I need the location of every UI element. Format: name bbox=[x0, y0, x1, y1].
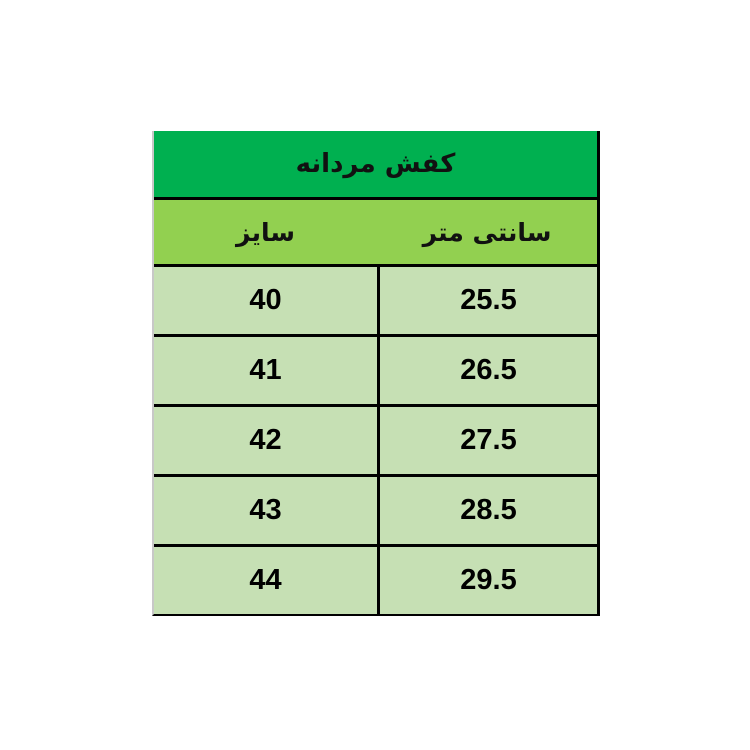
cell-cm: 28.5 bbox=[377, 477, 597, 544]
size-chart-table: کفش مردانه سانتی متر سایز 25.5 40 26.5 4… bbox=[152, 131, 600, 616]
cell-size: 42 bbox=[249, 424, 282, 456]
cell-size: 43 bbox=[249, 494, 282, 526]
cell-size: 41 bbox=[249, 354, 282, 386]
cell-cm: 27.5 bbox=[377, 407, 597, 474]
header-cm: سانتی متر bbox=[422, 217, 552, 247]
table-row: 28.5 43 bbox=[154, 477, 597, 547]
table-title: کفش مردانه bbox=[154, 131, 597, 200]
cell-size: 44 bbox=[249, 564, 282, 596]
table-row: 26.5 41 bbox=[154, 337, 597, 407]
cell-cm: 29.5 bbox=[377, 547, 597, 614]
table-row: 27.5 42 bbox=[154, 407, 597, 477]
table-row: 29.5 44 bbox=[154, 547, 597, 614]
cell-cm: 26.5 bbox=[377, 337, 597, 404]
cell-size: 40 bbox=[249, 284, 282, 316]
header-row: سانتی متر سایز bbox=[154, 200, 597, 267]
header-size: سایز bbox=[236, 217, 295, 247]
cell-cm: 25.5 bbox=[377, 267, 597, 334]
table-row: 25.5 40 bbox=[154, 267, 597, 337]
